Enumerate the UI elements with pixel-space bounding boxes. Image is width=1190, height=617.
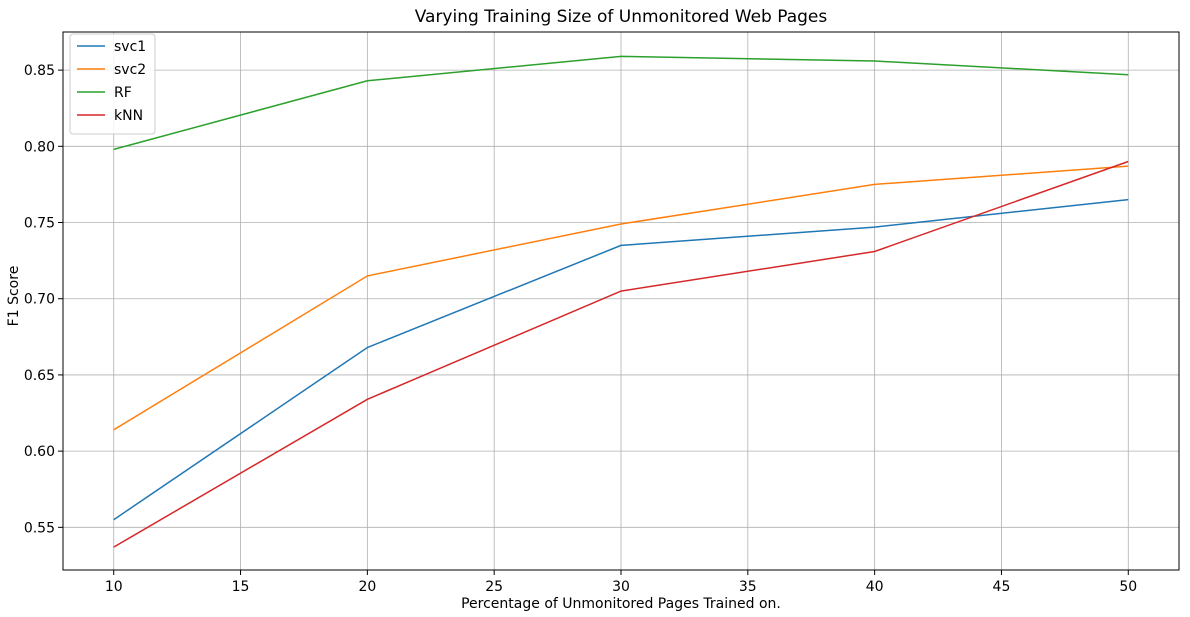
series-line-svc1 xyxy=(113,198,1129,521)
legend-label-svc2: svc2 xyxy=(114,62,146,78)
legend-label-RF: RF xyxy=(114,85,132,101)
y-tick-label: 0.80 xyxy=(24,139,55,155)
series-lines xyxy=(113,55,1129,548)
legend-label-svc1: svc1 xyxy=(114,39,146,55)
x-tick-label: 15 xyxy=(232,579,250,595)
y-tick-label: 0.55 xyxy=(24,520,55,536)
x-tick-label: 40 xyxy=(866,579,884,595)
x-tick-label: 20 xyxy=(358,579,376,595)
y-tick-label: 0.65 xyxy=(24,368,55,384)
y-tick-label: 0.85 xyxy=(24,63,55,79)
grid xyxy=(63,32,1179,570)
legend: svc1 svc2 RF kNN xyxy=(69,33,156,135)
y-tick-label: 0.75 xyxy=(24,216,55,232)
y-tick-label: 0.60 xyxy=(24,444,55,460)
x-axis: 10 15 20 25 30 35 40 45 50 xyxy=(105,570,1137,595)
series-line-svc2 xyxy=(113,165,1129,431)
x-tick-label: 30 xyxy=(612,579,630,595)
x-axis-label: Percentage of Unmonitored Pages Trained … xyxy=(461,596,781,612)
legend-label-kNN: kNN xyxy=(114,108,143,124)
x-tick-label: 25 xyxy=(485,579,503,595)
x-tick-label: 10 xyxy=(105,579,123,595)
y-axis-label: F1 Score xyxy=(6,266,22,327)
x-tick-label: 45 xyxy=(993,579,1011,595)
series-line-RF xyxy=(113,55,1129,151)
chart-title: Varying Training Size of Unmonitored Web… xyxy=(415,7,828,27)
legend-box xyxy=(69,33,156,135)
y-tick-label: 0.70 xyxy=(24,292,55,308)
x-tick-label: 35 xyxy=(739,579,757,595)
y-axis: 0.55 0.60 0.65 0.70 0.75 0.80 0.85 xyxy=(24,63,63,536)
series-line-kNN xyxy=(113,160,1129,548)
x-tick-label: 50 xyxy=(1119,579,1137,595)
